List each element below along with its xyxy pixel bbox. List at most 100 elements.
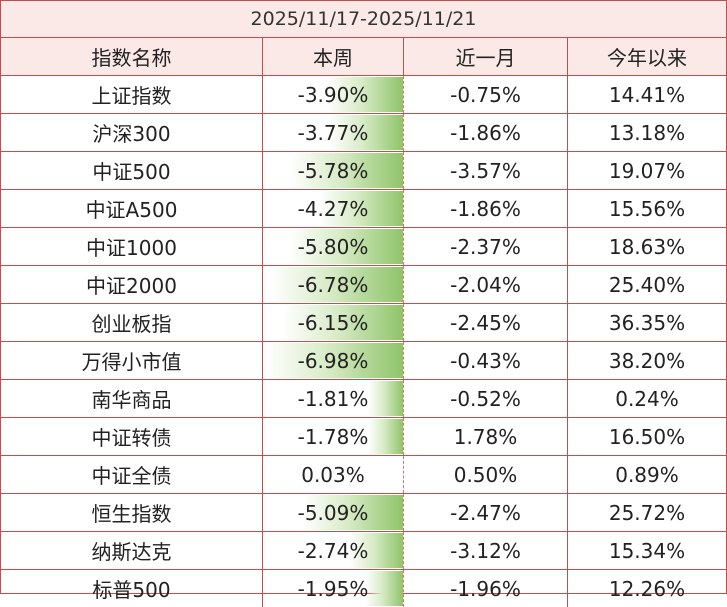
week-change-text: -3.90% xyxy=(297,82,369,107)
date-range-title: 2025/11/17-2025/11/21 xyxy=(1,1,726,38)
ytd-change-cell: 14.41% xyxy=(608,82,686,107)
week-change-bar xyxy=(270,267,403,302)
index-name-cell: 创业板指 xyxy=(1,304,263,341)
week-change-text: -6.78% xyxy=(297,272,369,297)
month-change-cell: -0.52% xyxy=(404,380,568,417)
header-month: 近一月 xyxy=(404,38,568,75)
ytd-change-cell: 19.07% xyxy=(608,158,686,183)
week-change-bar xyxy=(368,419,403,454)
table-row: 中证A500 -4.27% -1.86% 15.56% xyxy=(1,190,726,228)
week-change-text: -1.78% xyxy=(297,424,369,449)
table-row: 万得小市值 -6.98% -0.43% 38.20% xyxy=(1,342,726,380)
table-row: 中证1000 -5.80% -2.37% 18.63% xyxy=(1,228,726,266)
week-change-bar xyxy=(283,305,403,340)
week-change-cell: -1.81% xyxy=(263,380,404,417)
week-change-cell: -3.90% xyxy=(263,76,404,113)
week-change-cell: -6.15% xyxy=(263,304,404,341)
table-row: 中证500 -5.78% -3.57% 19.07% xyxy=(1,152,726,190)
ytd-change-cell: 13.18% xyxy=(608,120,686,145)
week-change-cell: -3.77% xyxy=(263,114,404,151)
table-row: 上证指数 -3.90% -0.75% 14.41% xyxy=(1,76,726,114)
index-name-cell: 中证转债 xyxy=(1,418,263,455)
index-name-cell: 南华商品 xyxy=(1,380,263,417)
week-change-text: -6.98% xyxy=(297,348,369,373)
week-change-bar xyxy=(319,191,403,226)
week-change-bar xyxy=(289,229,403,264)
index-name-cell: 中证A500 xyxy=(1,190,263,227)
week-change-cell: -1.95% xyxy=(263,570,404,607)
index-name-cell: 万得小市值 xyxy=(1,342,263,379)
index-name-cell: 中证全债 xyxy=(1,456,263,493)
week-change-cell: -5.78% xyxy=(263,152,404,189)
week-change-text: -5.78% xyxy=(297,158,369,183)
ytd-change-cell: 12.26% xyxy=(608,576,686,601)
ytd-change-cell: 15.34% xyxy=(608,538,686,563)
week-change-cell: -1.78% xyxy=(263,418,404,455)
week-change-bar xyxy=(349,533,403,568)
month-change-cell: -3.57% xyxy=(404,152,568,189)
index-name-cell: 沪深300 xyxy=(1,114,263,151)
month-change-cell: -1.86% xyxy=(404,114,568,151)
date-range-text: 2025/11/17-2025/11/21 xyxy=(250,8,477,30)
week-change-cell: -4.27% xyxy=(263,190,404,227)
week-change-text: -2.74% xyxy=(297,538,369,563)
index-name-cell: 中证2000 xyxy=(1,266,263,303)
week-change-cell: -6.78% xyxy=(263,266,404,303)
week-change-bar xyxy=(329,115,403,150)
week-change-cell: -6.98% xyxy=(263,342,404,379)
index-name-cell: 恒生指数 xyxy=(1,494,263,531)
month-change-cell: -2.45% xyxy=(404,304,568,341)
index-name-cell: 纳斯达克 xyxy=(1,532,263,569)
ytd-change-cell: 25.72% xyxy=(608,500,686,525)
week-change-bar xyxy=(303,495,403,530)
month-change-cell: -1.96% xyxy=(404,570,568,607)
week-change-text: -1.81% xyxy=(297,386,369,411)
week-change-cell: -2.74% xyxy=(263,532,404,569)
table-row: 中证2000 -6.78% -2.04% 25.40% xyxy=(1,266,726,304)
week-change-cell: -5.80% xyxy=(263,228,404,265)
week-change-text: -3.77% xyxy=(297,120,369,145)
month-change-cell: -1.86% xyxy=(404,190,568,227)
ytd-change-cell: 0.24% xyxy=(615,386,679,411)
month-change-cell: 0.50% xyxy=(404,456,568,493)
week-change-text: -5.80% xyxy=(297,234,369,259)
ytd-change-cell: 36.35% xyxy=(608,310,686,335)
month-change-cell: 1.78% xyxy=(404,418,568,455)
month-change-cell: -3.12% xyxy=(404,532,568,569)
month-change-cell: -0.43% xyxy=(404,342,568,379)
ytd-change-cell: 15.56% xyxy=(608,196,686,221)
header-ytd: 今年以来 xyxy=(607,46,687,70)
header-index-name: 指数名称 xyxy=(1,38,263,75)
ytd-change-cell: 25.40% xyxy=(608,272,686,297)
header-week: 本周 xyxy=(263,38,404,75)
week-change-text: -4.27% xyxy=(297,196,369,221)
table-row: 沪深300 -3.77% -1.86% 13.18% xyxy=(1,114,726,152)
week-change-text: -6.15% xyxy=(297,310,369,335)
ytd-change-cell: 0.89% xyxy=(615,462,679,487)
table-row: 中证转债 -1.78% 1.78% 16.50% xyxy=(1,418,726,456)
table-row: 标普500 -1.95% -1.96% 12.26% xyxy=(1,570,726,607)
month-change-cell: -2.37% xyxy=(404,228,568,265)
index-name-cell: 中证1000 xyxy=(1,228,263,265)
table-row: 南华商品 -1.81% -0.52% 0.24% xyxy=(1,380,726,418)
week-change-cell: 0.03% xyxy=(263,456,404,493)
index-name-cell: 上证指数 xyxy=(1,76,263,113)
table-row: 纳斯达克 -2.74% -3.12% 15.34% xyxy=(1,532,726,570)
week-change-cell: -5.09% xyxy=(263,494,404,531)
week-change-bar xyxy=(327,77,403,112)
month-change-cell: -2.04% xyxy=(404,266,568,303)
ytd-change-cell: 16.50% xyxy=(608,424,686,449)
table-row: 创业板指 -6.15% -2.45% 36.35% xyxy=(1,304,726,342)
month-change-cell: -2.47% xyxy=(404,494,568,531)
week-change-bar xyxy=(368,381,403,416)
table-row: 恒生指数 -5.09% -2.47% 25.72% xyxy=(1,494,726,532)
week-change-text: -1.95% xyxy=(297,576,369,601)
table-row: 中证全债 0.03% 0.50% 0.89% xyxy=(1,456,726,494)
week-change-bar xyxy=(365,571,403,606)
ytd-change-cell: 38.20% xyxy=(608,348,686,373)
month-change-cell: -0.75% xyxy=(404,76,568,113)
week-change-text: -5.09% xyxy=(297,500,369,525)
index-name-cell: 标普500 xyxy=(1,570,263,607)
ytd-change-cell: 18.63% xyxy=(608,234,686,259)
